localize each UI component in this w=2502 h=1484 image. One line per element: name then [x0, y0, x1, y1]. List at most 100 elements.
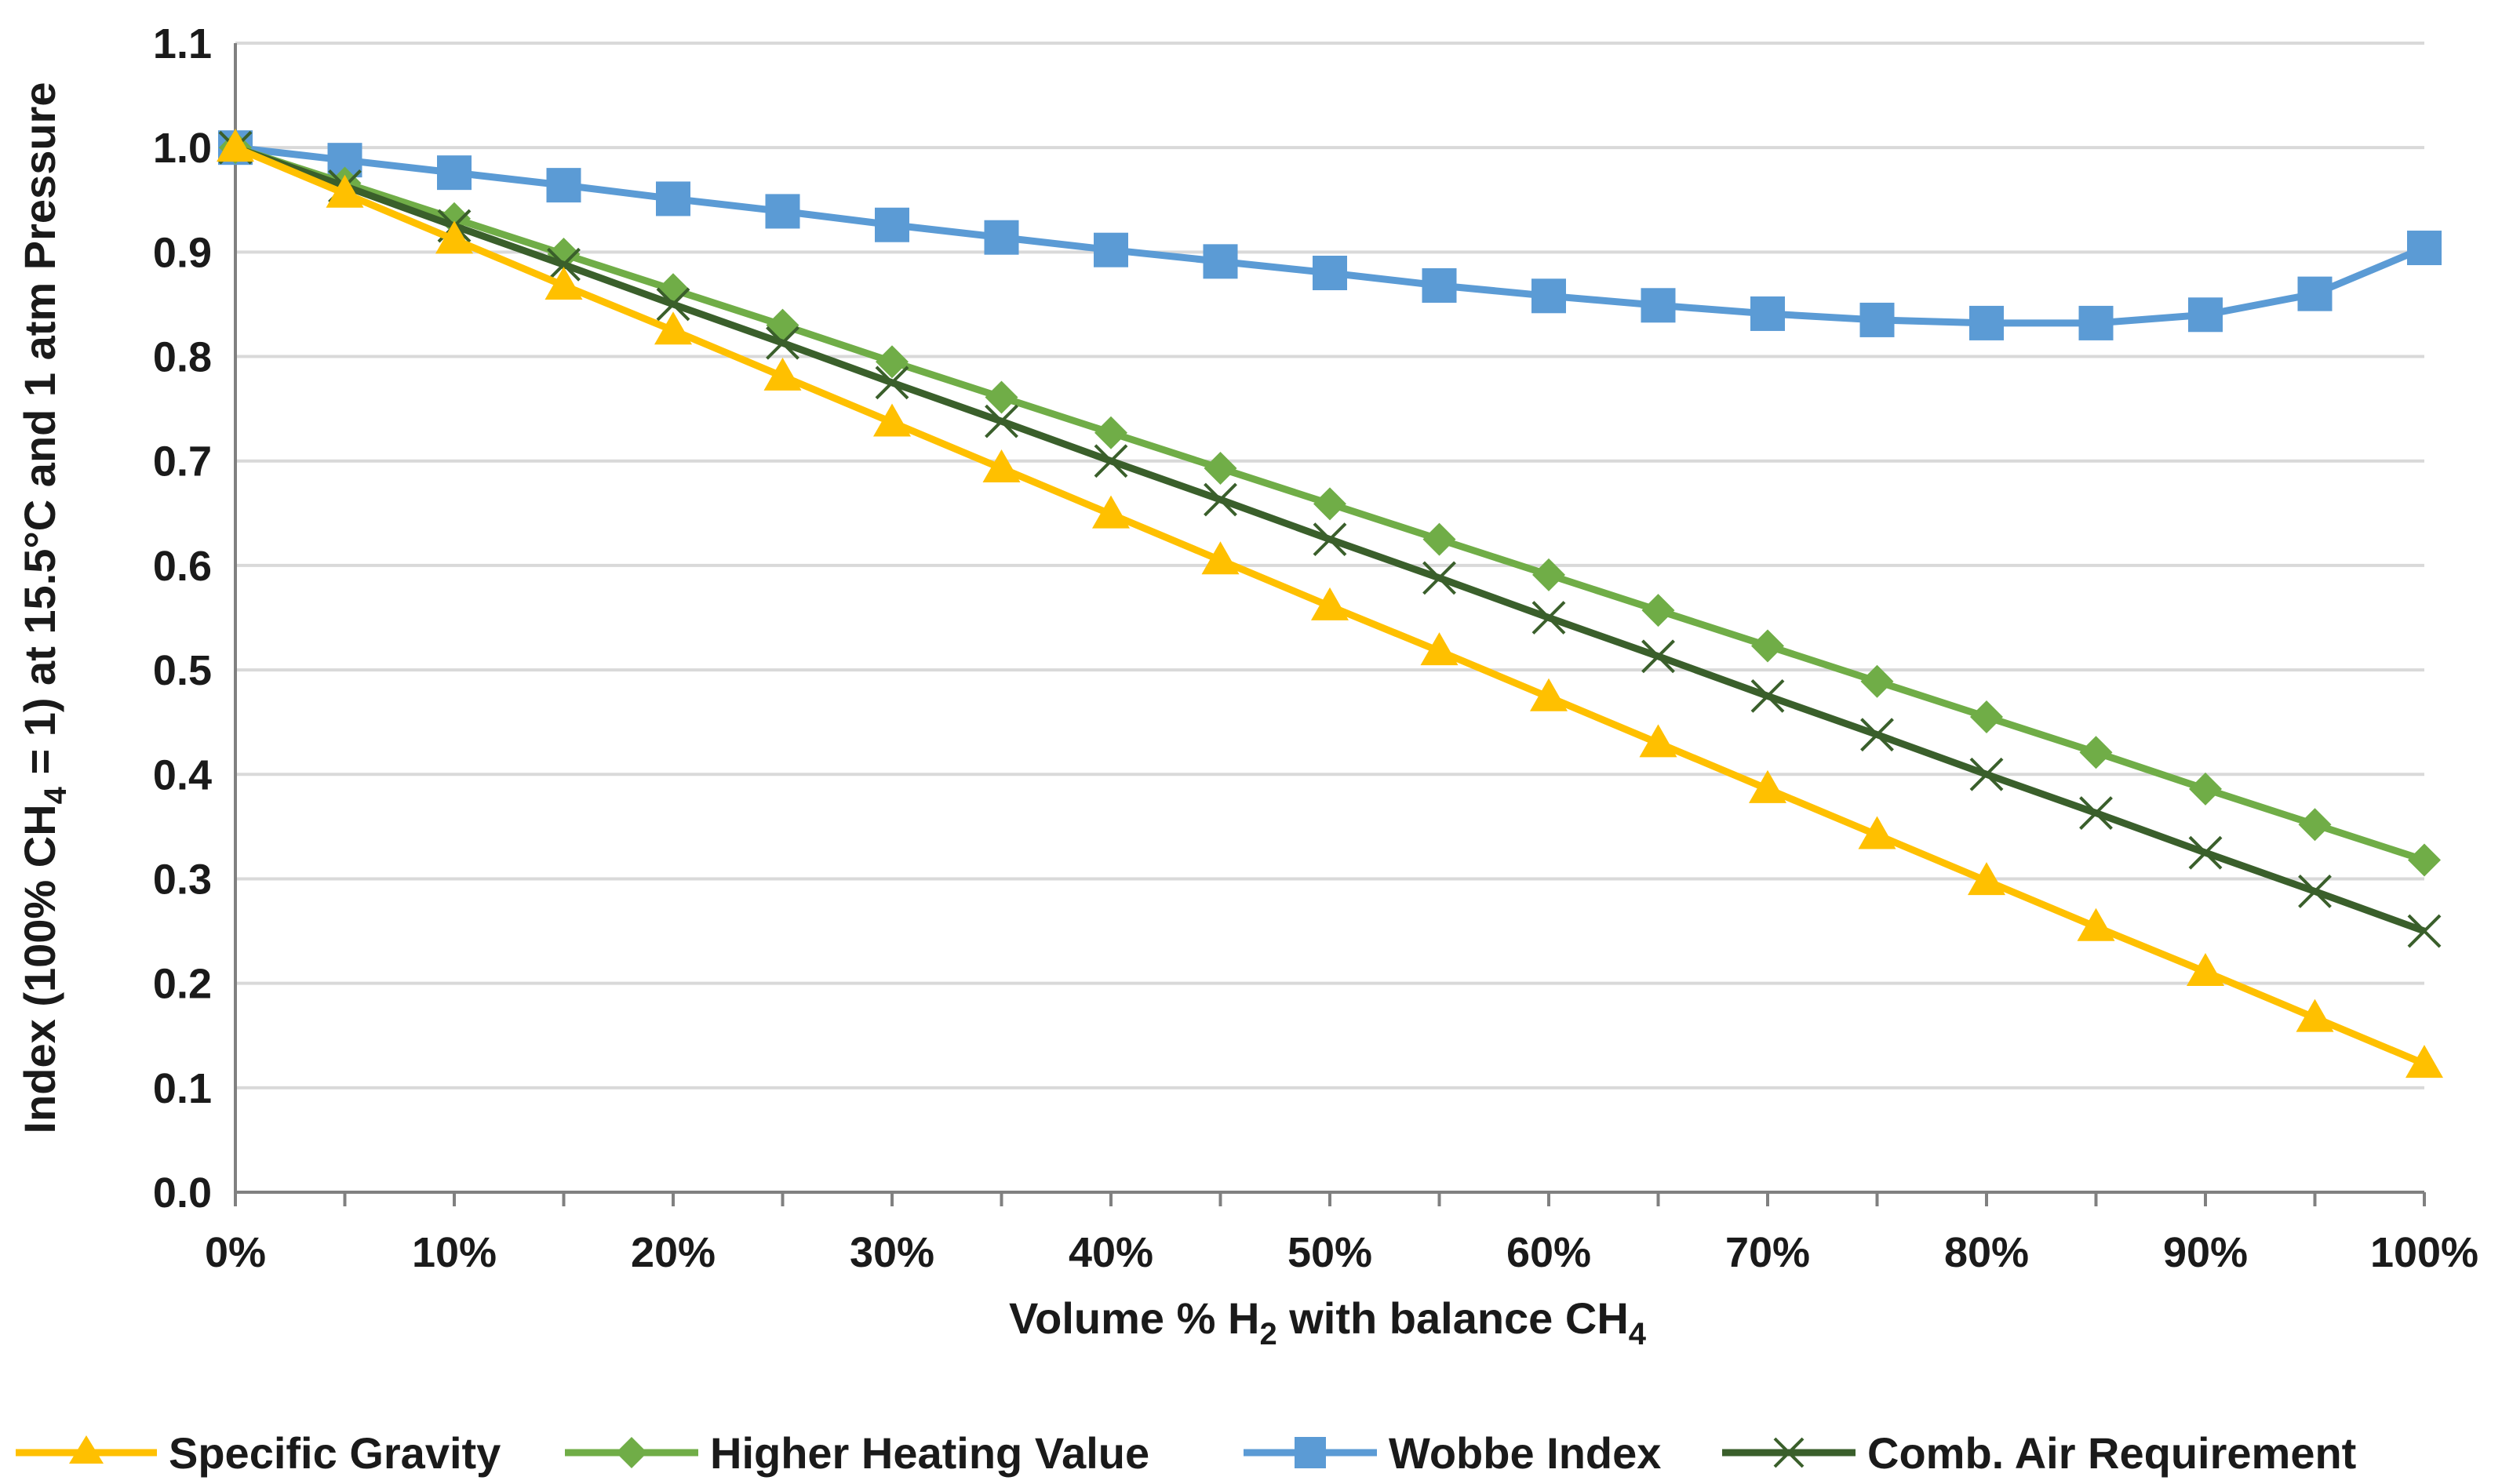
- data-point-higher-heating-value: [1641, 594, 1675, 627]
- data-point-comb-air-requirement: [1969, 757, 2004, 791]
- data-point-comb-air-requirement: [2079, 796, 2113, 830]
- data-point-specific-gravity: [217, 129, 254, 162]
- legend-label-comb-air-requirement: Comb. Air Requirement: [1867, 1428, 2356, 1478]
- data-point-higher-heating-value: [1204, 452, 1237, 486]
- data-point-higher-heating-value: [876, 345, 909, 379]
- data-point-comb-air-requirement: [2188, 835, 2223, 870]
- y-tick-label: 0.8: [153, 334, 212, 381]
- data-point-comb-air-requirement: [2298, 875, 2332, 908]
- data-point-comb-air-requirement: [1860, 718, 1894, 752]
- data-point-higher-heating-value: [1751, 629, 1784, 663]
- data-point-comb-air-requirement: [656, 287, 690, 322]
- data-point-specific-gravity: [1639, 724, 1677, 758]
- data-point-comb-air-requirement: [547, 247, 581, 282]
- data-point-wobbe-index: [875, 207, 909, 242]
- data-point-comb-air-requirement: [985, 404, 1018, 438]
- data-point-specific-gravity: [1858, 816, 1896, 849]
- data-point-higher-heating-value: [2298, 808, 2332, 842]
- data-point-higher-heating-value: [1532, 558, 1565, 591]
- legend-marker-wobbe-index: [1295, 1437, 1326, 1468]
- data-point-specific-gravity: [1311, 587, 1349, 620]
- data-point-specific-gravity: [2405, 1045, 2443, 1078]
- data-point-higher-heating-value: [985, 380, 1018, 414]
- data-point-higher-heating-value: [1422, 522, 1456, 556]
- data-point-higher-heating-value: [1970, 700, 2003, 734]
- tick-layer: 0.0 0.1 0.2 0.3 0.4 0.5 0.6 0.7 0.8 0.9 1.0 1.1 0% 10…: [153, 20, 2478, 1276]
- data-point-wobbe-index: [1969, 305, 2004, 340]
- x-tick-label: 90%: [2163, 1229, 2248, 1276]
- data-point-comb-air-requirement: [1094, 444, 1128, 478]
- axis-layer: [234, 43, 2426, 1206]
- data-point-wobbe-index: [1750, 296, 1785, 331]
- data-point-specific-gravity: [2187, 952, 2224, 986]
- series-specific-gravity: [217, 129, 2443, 1078]
- data-point-wobbe-index: [1859, 302, 1895, 337]
- data-point-specific-gravity: [1092, 495, 1130, 529]
- data-point-wobbe-index: [2078, 305, 2114, 340]
- data-point-wobbe-index: [2297, 276, 2333, 311]
- data-point-specific-gravity: [654, 311, 692, 345]
- series-layer: [217, 129, 2443, 1078]
- legend-marker-specific-gravity: [69, 1435, 104, 1464]
- data-point-comb-air-requirement: [875, 366, 909, 400]
- data-point-comb-air-requirement: [1204, 482, 1237, 517]
- y-axis-title: Index (100% CH4 = 1) at 15.5°C and 1 atm…: [15, 82, 73, 1134]
- data-point-specific-gravity: [2296, 998, 2334, 1032]
- x-tick-label: 0%: [205, 1229, 266, 1276]
- y-tick-label: 0.3: [153, 856, 212, 903]
- data-point-comb-air-requirement: [1750, 678, 1785, 713]
- data-point-wobbe-index: [2188, 297, 2223, 333]
- series-comb-air-requirement: [218, 130, 2442, 948]
- data-point-wobbe-index: [984, 220, 1019, 255]
- data-point-specific-gravity: [326, 174, 364, 208]
- legend: Specific Gravity Higher Heating Value Wo…: [16, 1428, 2356, 1478]
- data-point-comb-air-requirement: [1313, 522, 1347, 557]
- x-tick-label: 60%: [1506, 1229, 1591, 1276]
- legend-entry-wobbe-index: Wobbe Index: [1244, 1428, 1661, 1478]
- y-tick-label: 0.6: [153, 543, 212, 590]
- x-tick-label: 80%: [1944, 1229, 2029, 1276]
- data-point-wobbe-index: [437, 155, 472, 191]
- data-point-higher-heating-value: [2079, 736, 2113, 769]
- data-point-higher-heating-value: [1860, 664, 1894, 698]
- legend-marker-higher-heating-value: [616, 1437, 647, 1468]
- x-tick-label: 30%: [850, 1229, 934, 1276]
- data-point-wobbe-index: [656, 181, 690, 216]
- legend-label-specific-gravity: Specific Gravity: [169, 1428, 501, 1478]
- data-point-specific-gravity: [982, 449, 1021, 483]
- data-point-wobbe-index: [1531, 278, 1566, 314]
- series-wobbe-index: [218, 130, 2442, 340]
- series-higher-heating-value: [219, 131, 2441, 877]
- data-point-specific-gravity: [1201, 541, 1240, 575]
- y-tick-label: 0.4: [153, 751, 212, 798]
- data-point-wobbe-index: [1422, 267, 1457, 303]
- data-point-higher-heating-value: [1094, 416, 1127, 449]
- data-point-specific-gravity: [435, 220, 473, 254]
- y-tick-label: 0.5: [153, 647, 212, 694]
- data-point-specific-gravity: [2077, 907, 2115, 941]
- y-tick-label: 1.0: [153, 125, 212, 172]
- data-point-specific-gravity: [763, 357, 802, 391]
- data-point-comb-air-requirement: [2407, 914, 2442, 948]
- grid-layer: [235, 42, 2424, 1089]
- x-tick-label: 50%: [1287, 1229, 1372, 1276]
- data-point-wobbe-index: [1203, 244, 1238, 279]
- data-point-higher-heating-value: [2408, 843, 2441, 877]
- x-tick-label: 10%: [412, 1229, 497, 1276]
- data-point-wobbe-index: [546, 168, 581, 203]
- data-point-wobbe-index: [2407, 231, 2442, 266]
- x-axis-title: Volume % H2 with balance CH4: [1009, 1293, 1647, 1351]
- data-point-wobbe-index: [1094, 232, 1128, 267]
- legend-marker-comb-air-requirement: [1773, 1437, 1805, 1468]
- y-tick-label: 0.7: [153, 438, 212, 486]
- data-point-specific-gravity: [544, 266, 583, 300]
- data-point-comb-air-requirement: [1531, 601, 1566, 635]
- data-point-wobbe-index: [1313, 256, 1347, 290]
- y-tick-label: 0.2: [153, 961, 212, 1008]
- data-point-comb-air-requirement: [1641, 639, 1675, 674]
- data-point-comb-air-requirement: [766, 326, 799, 360]
- data-point-higher-heating-value: [2189, 772, 2222, 806]
- data-point-specific-gravity: [1749, 769, 1786, 803]
- data-point-specific-gravity: [1530, 678, 1568, 711]
